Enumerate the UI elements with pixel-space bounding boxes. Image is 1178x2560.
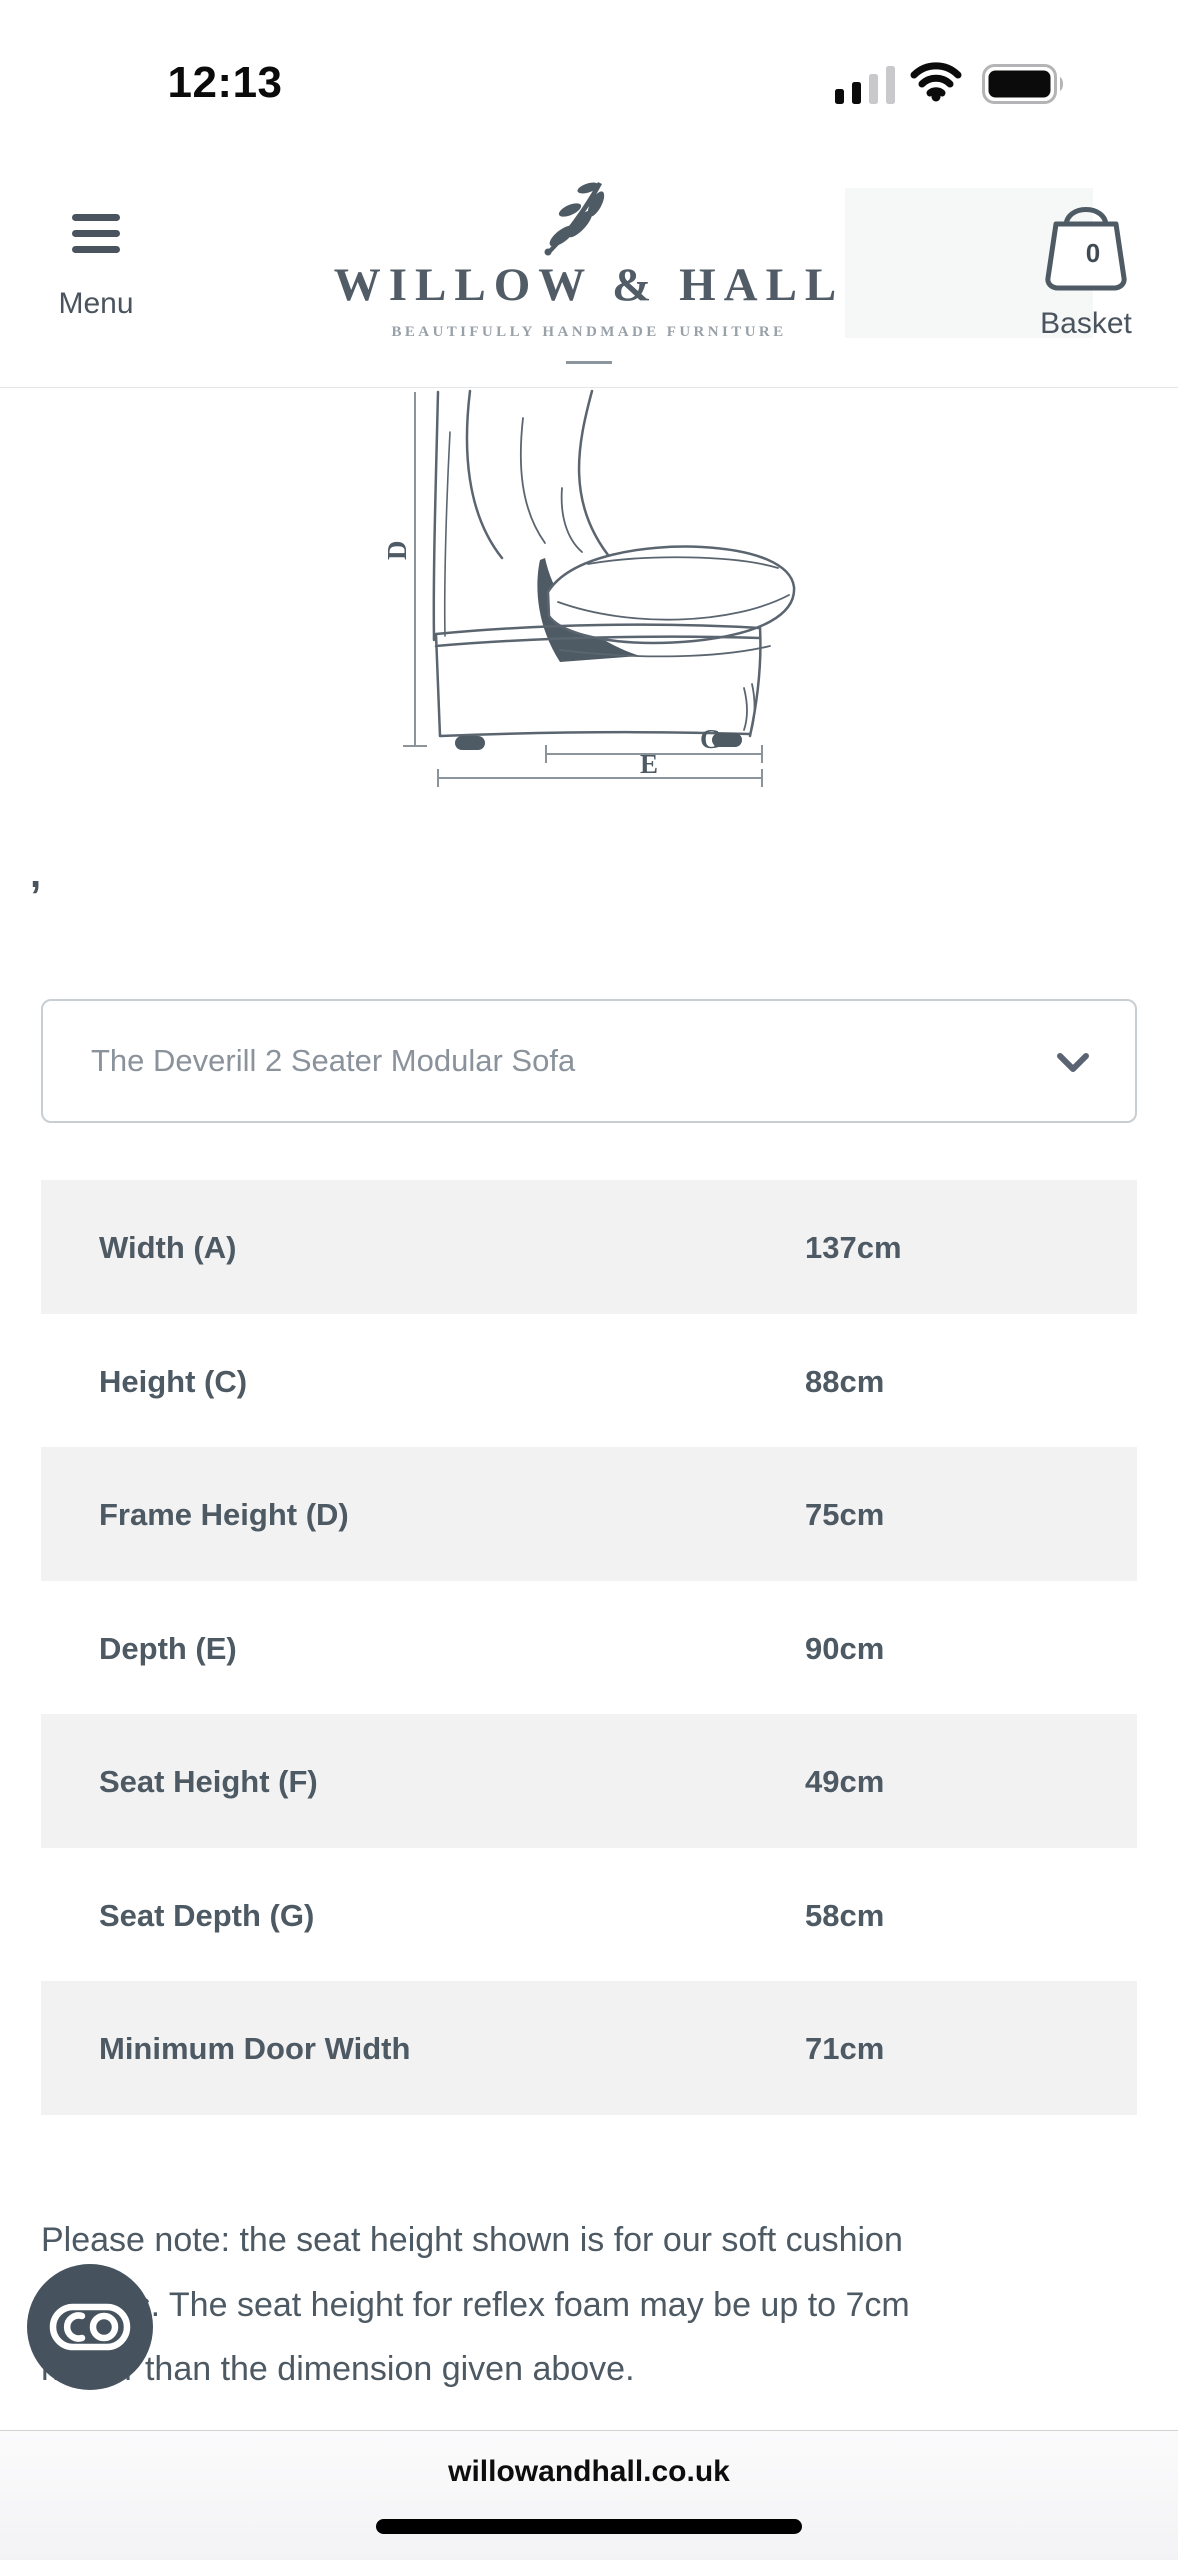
note-line: Please note: the seat height shown is fo…	[41, 2221, 903, 2259]
dimension-value: 71cm	[805, 2031, 885, 2066]
dimension-label: Seat Depth (G)	[99, 1897, 315, 1933]
table-row: Seat Depth (G) 58cm	[41, 1848, 1137, 1982]
table-row: Width (A) 137cm	[41, 1180, 1137, 1314]
dimension-value: 88cm	[805, 1363, 885, 1399]
brand-tagline: BEAUTIFULLY HANDMADE FURNITURE	[391, 324, 787, 340]
menu-label: Menu	[58, 287, 134, 320]
safari-bottom-bar: willowandhall.co.uk	[0, 2430, 1178, 2560]
basket-icon	[1045, 207, 1127, 291]
dimension-value: 75cm	[805, 1497, 885, 1532]
table-row: Seat Height (F) 49cm	[41, 1714, 1137, 1848]
note-line: higher than the dimension given above.	[41, 2350, 635, 2388]
dimension-label: Frame Height (D)	[99, 1497, 349, 1532]
chat-widget-button[interactable]	[27, 2264, 153, 2390]
dimension-label: Width (A)	[99, 1230, 237, 1265]
ios-status-bar: 12:13	[0, 0, 1178, 130]
dim-label-d: D	[382, 541, 412, 561]
battery-icon	[982, 64, 1063, 104]
dimension-value: 90cm	[805, 1630, 885, 1666]
basket-label: Basket	[1040, 307, 1132, 340]
brand-name: WILLOW & HALL	[333, 259, 845, 311]
stray-comma-text: ,	[30, 852, 42, 896]
dimension-value: 58cm	[805, 1897, 885, 1933]
chevron-down-icon	[1057, 1053, 1089, 1072]
address-bar-url[interactable]: willowandhall.co.uk	[448, 2455, 730, 2488]
dimension-label: Height (C)	[99, 1363, 248, 1399]
dimension-label: Depth (E)	[99, 1630, 237, 1666]
sofa-foot	[712, 733, 742, 747]
seat-height-note: Please note: the seat height shown is fo…	[41, 2208, 1151, 2402]
dim-label-g: G	[700, 724, 721, 754]
site-header: Menu WILLOW & HALL BEAUTIFULLY HANDMADE …	[0, 130, 1178, 388]
basket-button[interactable]: 0 Basket	[1016, 196, 1156, 341]
basket-count-badge: 0	[1085, 238, 1101, 268]
cellular-signal-icon	[835, 66, 895, 104]
table-row: Depth (E) 90cm	[41, 1581, 1137, 1715]
menu-button[interactable]: Menu	[36, 214, 156, 321]
dimension-label: Seat Height (F)	[99, 1764, 318, 1799]
dimension-label: Minimum Door Width	[99, 2031, 411, 2066]
sofa-dimensions-diagram: D G E	[382, 389, 796, 787]
co-chat-icon	[49, 2303, 131, 2351]
dimensions-table: Width (A) 137cm Height (C) 88cm Frame He…	[41, 1180, 1137, 2115]
sofa-foot	[455, 736, 485, 750]
product-variant-select[interactable]: The Deverill 2 Seater Modular Sofa	[41, 999, 1137, 1123]
dim-label-e: E	[640, 749, 658, 779]
home-indicator[interactable]	[376, 2519, 802, 2534]
dimension-value: 137cm	[805, 1230, 902, 1265]
table-row: Height (C) 88cm	[41, 1314, 1137, 1448]
status-time: 12:13	[167, 58, 283, 107]
note-line: options. The seat height for reflex foam…	[41, 2285, 910, 2324]
table-row: Minimum Door Width 71cm	[41, 1981, 1137, 2115]
wifi-icon	[910, 62, 962, 102]
leaf-sprig-icon	[544, 182, 605, 256]
dimension-value: 49cm	[805, 1764, 885, 1799]
logo-divider-dash	[566, 361, 612, 364]
table-row: Frame Height (D) 75cm	[41, 1447, 1137, 1581]
hamburger-icon	[72, 214, 120, 253]
selected-product-name: The Deverill 2 Seater Modular Sofa	[91, 1043, 576, 1078]
